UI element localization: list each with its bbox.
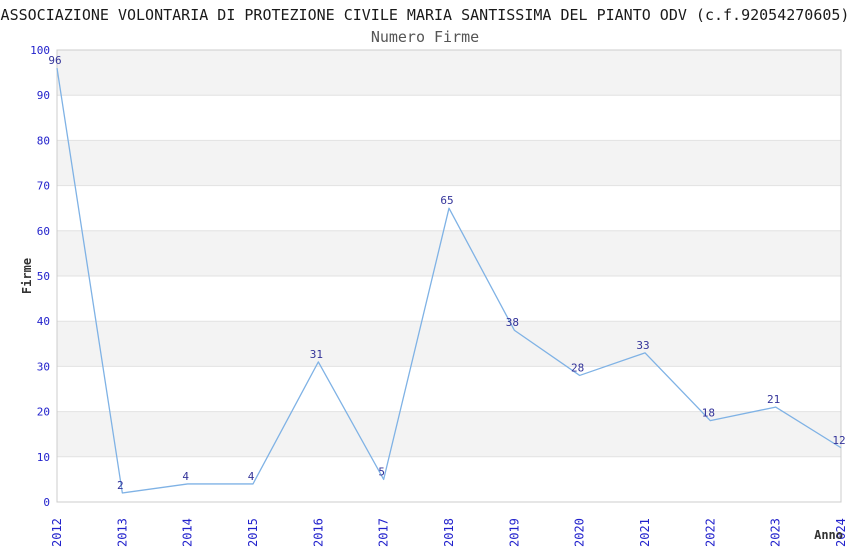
y-tick-label: 80: [37, 134, 50, 147]
y-tick-label: 20: [37, 406, 50, 419]
plot-band: [57, 50, 841, 96]
x-tick-label: 2024: [834, 518, 848, 547]
x-axis-title: Anno: [814, 528, 843, 542]
data-point-label: 38: [506, 316, 519, 329]
y-tick-label: 40: [37, 315, 50, 328]
x-tick-label: 2013: [115, 518, 129, 547]
x-tick-label: 2020: [573, 518, 587, 547]
x-tick-label: 2019: [507, 518, 521, 547]
plot-border: [56, 49, 842, 503]
data-point-label: 21: [767, 393, 780, 406]
data-point-label: 31: [310, 348, 323, 361]
chart-subtitle: Numero Firme: [370, 28, 480, 46]
x-tick-label: 2015: [246, 518, 260, 547]
data-point-label: 2: [117, 479, 124, 492]
x-tick-label: 2022: [703, 518, 717, 547]
plot-band: [57, 230, 841, 276]
chart-title: ASSOCIAZIONE VOLONTARIA DI PROTEZIONE CI…: [0, 6, 850, 24]
x-tick-label: 2017: [377, 518, 391, 547]
data-point-label: 65: [440, 194, 453, 207]
x-tick-label: 2023: [769, 518, 783, 547]
data-point-label: 18: [702, 407, 715, 420]
y-tick-label: 50: [37, 270, 50, 283]
y-tick-label: 10: [37, 451, 50, 464]
y-tick-label: 0: [43, 496, 50, 509]
data-point-label: 5: [378, 465, 385, 478]
y-tick-label: 100: [30, 44, 50, 57]
y-tick-label: 70: [37, 180, 50, 193]
data-point-label: 33: [636, 339, 649, 352]
y-tick-label: 90: [37, 89, 50, 102]
data-point-label: 96: [48, 54, 61, 67]
data-point-label: 28: [571, 361, 584, 374]
data-point-label: 4: [248, 470, 255, 483]
plot-band: [57, 411, 841, 457]
data-point-label: 12: [832, 434, 845, 447]
x-tick-label: 2016: [311, 518, 325, 547]
x-tick-label: 2018: [442, 518, 456, 547]
y-tick-label: 30: [37, 360, 50, 373]
plot-band: [57, 140, 841, 186]
x-tick-label: 2014: [181, 518, 195, 547]
y-axis-title: Firme: [20, 257, 34, 295]
data-line: [56, 67, 842, 494]
x-tick-label: 2021: [638, 518, 652, 547]
x-tick-label: 2012: [50, 518, 64, 547]
y-tick-label: 60: [37, 225, 50, 238]
plot-band: [57, 321, 841, 367]
data-point-label: 4: [182, 470, 189, 483]
